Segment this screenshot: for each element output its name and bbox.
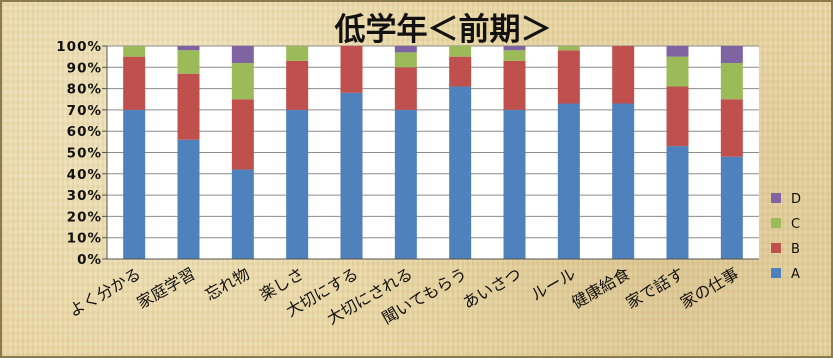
bar-segment-b: [557, 50, 580, 104]
bar-segment-c: [666, 56, 689, 87]
bar-segment-a: [394, 109, 417, 260]
bar-segment-d: [177, 46, 200, 51]
x-category-label: 家庭学習: [134, 264, 199, 312]
bar-segment-a: [503, 109, 526, 260]
legend-swatch-c: [771, 218, 781, 228]
bar-segment-c: [177, 50, 200, 74]
x-category-label: 家の仕事: [677, 264, 742, 312]
y-tick-label: 100%: [56, 39, 102, 55]
y-tick-label: 0%: [77, 252, 102, 268]
bar-segment-a: [286, 109, 309, 260]
bar-segment-b: [449, 56, 472, 87]
bar-segment-a: [449, 86, 472, 259]
bar-segment-b: [720, 99, 743, 157]
bars: [123, 46, 743, 260]
y-tick-label: 80%: [67, 82, 102, 98]
y-tick-label: 70%: [67, 103, 102, 119]
bar-segment-c: [394, 52, 417, 68]
legend-swatch-d: [771, 193, 781, 203]
bar-segment-d: [394, 46, 417, 53]
x-category-label: よく分かる: [65, 264, 144, 320]
bar-segment-b: [177, 73, 200, 140]
x-category-label: 健康給食: [568, 264, 633, 312]
chart-title: 低学年＜前期＞: [334, 12, 552, 48]
bar-segment-b: [666, 86, 689, 147]
bar-segment-c: [449, 46, 472, 57]
legend-label-c: C: [791, 217, 800, 232]
bar-segment-b: [231, 99, 254, 170]
legend-swatch-a: [771, 268, 781, 278]
legend-swatch-b: [771, 243, 781, 253]
bar-segment-d: [666, 46, 689, 57]
bar-segment-a: [340, 92, 363, 259]
bar-segment-c: [720, 63, 743, 100]
grid-lines: [107, 45, 759, 260]
bar-segment-a: [612, 103, 635, 259]
x-category-label: 忘れ物: [202, 264, 253, 304]
y-tick-label: 60%: [67, 124, 102, 140]
bar-segment-b: [340, 46, 363, 93]
bar-segment-c: [557, 46, 580, 51]
bar-segment-d: [503, 46, 526, 51]
legend-label-d: D: [791, 192, 801, 207]
bar-segment-a: [666, 146, 689, 259]
bar-segment-b: [286, 60, 309, 110]
bar-segment-b: [612, 46, 635, 104]
y-tick-label: 90%: [67, 60, 102, 76]
bar-segment-a: [720, 156, 743, 259]
y-tick-label: 20%: [67, 209, 102, 225]
legend-label-a: A: [791, 267, 800, 282]
bar-segment-c: [123, 46, 146, 57]
y-tick-label: 10%: [67, 231, 102, 247]
bar-segment-c: [231, 63, 254, 100]
y-tick-label: 30%: [67, 188, 102, 204]
bar-segment-d: [231, 46, 254, 64]
bar-segment-a: [557, 103, 580, 259]
bar-segment-a: [231, 169, 254, 259]
bar-segment-b: [394, 67, 417, 110]
legend-label-b: B: [791, 242, 800, 257]
bar-segment-d: [720, 46, 743, 64]
bar-segment-a: [177, 139, 200, 259]
y-tick-label: 50%: [67, 146, 102, 162]
bar-segment-c: [286, 46, 309, 61]
x-category-label: あいさつ: [460, 264, 525, 312]
bar-segment-b: [123, 56, 146, 110]
bar-segment-b: [503, 60, 526, 110]
y-tick-label: 40%: [67, 167, 102, 183]
bar-segment-a: [123, 109, 146, 260]
x-category-label: 家で話す: [623, 264, 688, 312]
bar-segment-c: [503, 50, 526, 61]
